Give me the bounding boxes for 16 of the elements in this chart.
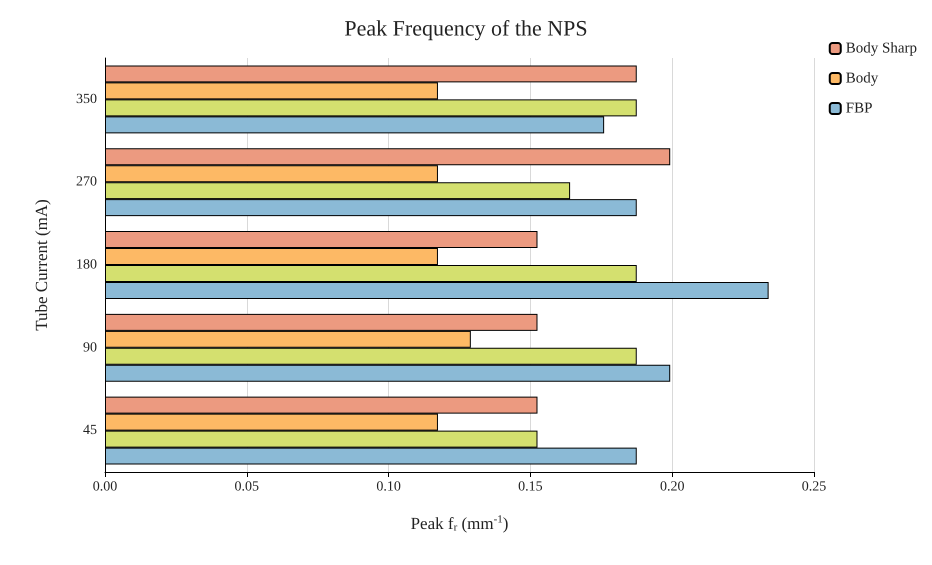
- x-tick-label: 0.25: [802, 480, 826, 494]
- legend-label: FBP: [846, 100, 872, 116]
- x-tick-label: 0.20: [660, 480, 684, 494]
- y-tick-label: 350: [76, 92, 97, 107]
- legend-label: Body: [846, 70, 879, 86]
- legend-label: Body Sharp: [846, 40, 917, 56]
- y-axis-title: Tube Current (mA): [32, 199, 51, 331]
- x-tick-label: 0.15: [518, 480, 543, 494]
- chart-title: Peak Frequency of the NPS: [344, 16, 588, 40]
- x-tick-label: 0.00: [92, 480, 118, 494]
- y-tick-label: 90: [83, 340, 97, 356]
- y-tick-label: 45: [83, 423, 97, 438]
- x-tick-label: 0.10: [376, 480, 401, 494]
- y-tick-label: 180: [76, 258, 97, 272]
- x-tick-label: 0.05: [234, 480, 260, 494]
- y-tick-label: 270: [76, 174, 97, 190]
